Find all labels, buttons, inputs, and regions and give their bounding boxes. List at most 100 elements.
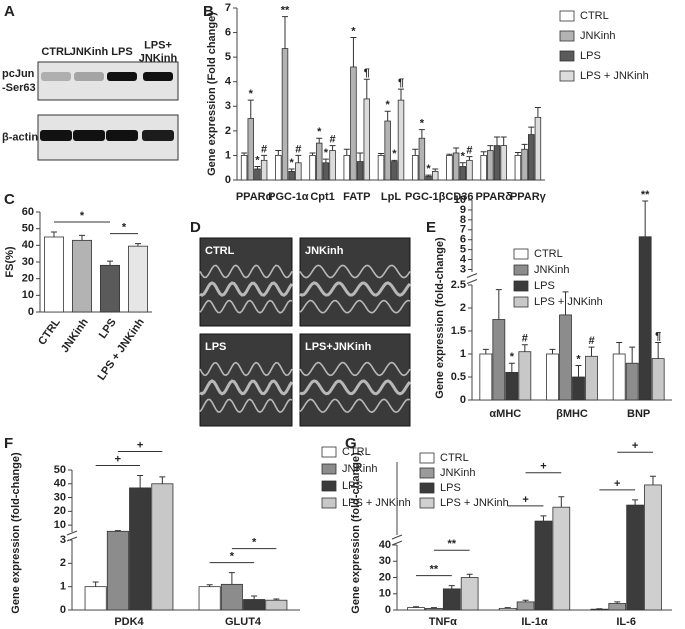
panel-letter: A: [4, 3, 15, 20]
bar: [452, 152, 460, 181]
significance-label: +: [540, 461, 546, 473]
legend-swatch: [559, 50, 575, 62]
error-bar: [632, 499, 639, 506]
error-bar: [446, 153, 453, 156]
bar: [356, 161, 364, 181]
error-bar: [655, 342, 662, 359]
y-tick-label: 7: [225, 2, 231, 14]
y-tick-label: 6: [225, 26, 231, 38]
bar: [322, 162, 330, 181]
legend-swatch: [419, 497, 435, 509]
y-tick-label: 50: [22, 223, 34, 235]
bar: [493, 145, 501, 181]
bar: [260, 159, 268, 181]
legend-label: JNKinh: [534, 264, 569, 276]
axis-break: [66, 536, 78, 542]
band: [73, 130, 105, 141]
bar: [546, 353, 559, 401]
y-tick-label: 30: [22, 256, 34, 268]
bar: [418, 137, 426, 181]
error-bar: [504, 607, 511, 609]
error-bar: [288, 168, 295, 172]
error-bar: [281, 16, 288, 49]
x-tick-label: PPARα: [236, 191, 273, 203]
bar: [295, 162, 302, 181]
legend-label: CTRL: [534, 248, 563, 260]
bar: [572, 376, 585, 401]
x-tick-label: TNFα: [429, 616, 457, 628]
bar: [625, 362, 639, 401]
error-bar: [309, 152, 316, 156]
y-tick-label: 9: [460, 204, 466, 216]
bar: [442, 588, 461, 611]
error-bar: [343, 148, 350, 156]
legend-label: LPS: [534, 280, 555, 292]
bar: [552, 506, 571, 611]
bar: [521, 148, 528, 181]
legend-label: CTRL: [342, 446, 371, 458]
legend-label: LPS + JNKinh: [342, 497, 411, 509]
error-bar: [642, 200, 649, 237]
bar: [466, 159, 473, 181]
axis-break: [466, 273, 478, 278]
error-bar: [159, 476, 166, 484]
x-tick-label: IL-1α: [521, 616, 548, 628]
y-tick-label: 2: [225, 125, 231, 137]
legend-swatch: [321, 446, 337, 458]
significance-label: +: [115, 453, 121, 465]
y-tick-label: 30: [379, 555, 391, 567]
x-tick-label: Cpt1: [310, 191, 334, 203]
bar: [638, 236, 652, 401]
error-bar: [413, 606, 420, 608]
bar: [500, 145, 507, 181]
y-tick-label: 0: [225, 174, 231, 186]
legend-label: LPS + JNKinh: [534, 296, 603, 308]
error-bar: [350, 36, 357, 67]
echo-trace: [199, 398, 293, 414]
y-tick-label: 4: [460, 253, 467, 265]
band: [74, 72, 104, 81]
error-bar: [534, 107, 541, 118]
error-bar: [391, 159, 398, 162]
axis-break: [66, 530, 78, 536]
band: [107, 72, 137, 81]
axis-break: [391, 534, 403, 540]
error-bar: [107, 260, 113, 266]
legend-swatch: [419, 482, 435, 494]
legend-swatch: [559, 10, 575, 22]
legend-label: LPS: [342, 480, 363, 492]
error-bar: [251, 595, 258, 600]
bar: [505, 371, 519, 401]
error-bar: [448, 585, 455, 589]
y-tick-label: 60: [22, 206, 34, 218]
panel-letter: G: [345, 435, 357, 452]
legend-swatch: [559, 30, 575, 42]
error-bar: [295, 154, 302, 163]
error-bar: [614, 601, 621, 604]
error-bar: [384, 110, 391, 122]
panel-letter: D: [190, 219, 201, 236]
error-bar: [114, 530, 121, 532]
x-tick-label: PPARγ: [510, 191, 547, 203]
significance-label: +: [522, 494, 528, 506]
significance-marker: **: [641, 189, 650, 201]
echo-image: [199, 333, 293, 427]
legend-swatch: [513, 264, 529, 276]
error-bar: [357, 152, 364, 162]
error-bar: [482, 348, 489, 354]
bar: [275, 155, 282, 181]
x-tick-label: LpL: [381, 191, 401, 203]
x-tick-label: JNKinh: [59, 316, 91, 355]
error-bar: [629, 346, 636, 364]
legend-label: LPS + JNKinh: [440, 497, 509, 509]
bar: [559, 314, 572, 401]
bar: [343, 155, 351, 181]
bar: [407, 607, 425, 611]
echo-trace: [199, 281, 294, 297]
bar: [198, 586, 221, 611]
significance-marker: #: [261, 143, 267, 155]
legend-swatch: [321, 480, 337, 492]
y-tick-label: 0: [60, 604, 66, 616]
echo-label: LPS: [205, 341, 226, 353]
panel-letter: F: [4, 435, 13, 452]
